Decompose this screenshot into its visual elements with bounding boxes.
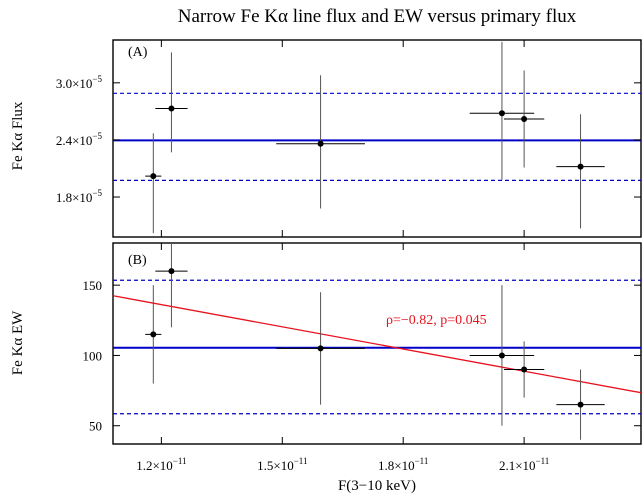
- panel-b-data-point-2: [155, 243, 188, 328]
- x-tick-label: 2.1×10−11: [499, 456, 549, 473]
- data-marker: [168, 268, 175, 275]
- x-tick-label: 1.5×10−11: [257, 456, 307, 473]
- panel-a-data-point-2: [155, 52, 188, 153]
- panel-a-y-tick-label: 1.8×10−5: [56, 188, 103, 205]
- panel-b-y-axis-label: Fe Kα EW: [10, 310, 26, 375]
- panel-a-frame: [112, 39, 642, 238]
- panel-b-data-point-3: [276, 292, 365, 405]
- panel-a-data-point-1: [145, 133, 162, 234]
- data-marker: [150, 331, 157, 338]
- panel-b-data-point-6: [556, 369, 605, 440]
- panel-b-y-tick-label: 100: [83, 348, 103, 363]
- x-tick-label: 1.2×10−11: [136, 456, 186, 473]
- panel-b-frame: [112, 242, 642, 445]
- correlation-annotation: ρ=−0.82, p=0.045: [386, 313, 487, 328]
- panel-a-data-point-4: [469, 41, 535, 180]
- data-marker: [577, 163, 584, 170]
- panel-a-y-axis-label: Fe Kα Flux: [10, 101, 26, 170]
- x-axis-label: F(3−10 keV): [338, 478, 416, 494]
- panel-b-plot-area: [113, 243, 641, 440]
- data-marker: [150, 173, 157, 180]
- data-marker: [521, 366, 528, 373]
- regression-line: [113, 295, 641, 394]
- panel-b-data-point-4: [469, 285, 535, 426]
- panel-a-label: (A): [128, 45, 148, 60]
- data-marker: [317, 140, 324, 147]
- panel-b-y-tick-label: 50: [89, 419, 102, 434]
- panel-b: (B) Fe Kα EW ρ=−0.82, p=0.045 1.2×10−11 1…: [10, 242, 642, 473]
- data-marker: [521, 115, 528, 122]
- panel-a-y-tick-label: 2.4×10−5: [56, 131, 103, 148]
- data-marker: [498, 110, 505, 117]
- panel-a-plot-area: [113, 41, 641, 234]
- chart-title: Narrow Fe Kα line flux and EW versus pri…: [178, 6, 577, 27]
- x-tick-label: 1.8×10−11: [378, 456, 428, 473]
- panel-b-label: (B): [128, 253, 147, 268]
- panel-a-y-tick-label: 3.0×10−5: [56, 74, 103, 91]
- panel-a-data-point-3: [276, 75, 365, 209]
- panel-a-data-point-5: [503, 70, 545, 168]
- panel-b-y-tick-label: 150: [83, 278, 103, 293]
- data-marker: [168, 105, 175, 112]
- panel-a-data-point-6: [556, 114, 605, 229]
- panel-a: (A) Fe Kα Flux 1.8×10−5 2.4×10−5 3.0×10−5: [10, 39, 642, 238]
- panel-b-data-point-1: [145, 285, 162, 384]
- data-marker: [498, 352, 505, 359]
- data-marker: [577, 401, 584, 408]
- data-marker: [317, 345, 324, 352]
- panel-b-data-point-5: [503, 341, 545, 398]
